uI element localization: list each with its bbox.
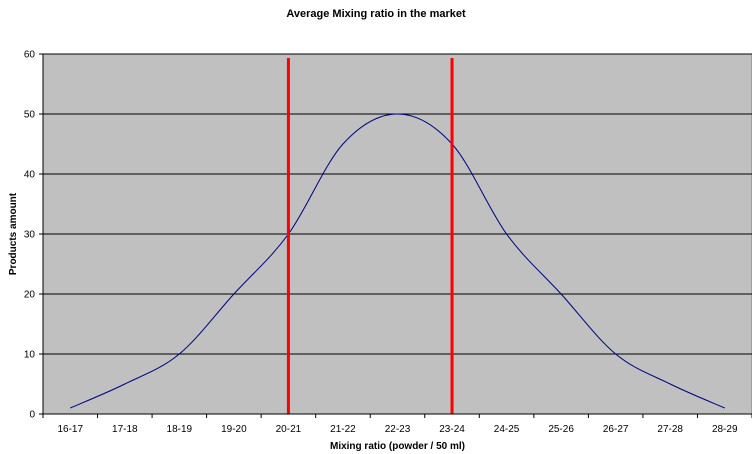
x-axis-title: Mixing ratio (powder / 50 ml)	[330, 441, 465, 452]
series-line	[70, 113, 725, 409]
x-axis-ticks: 16-17 17-18 18-19 19-20 20-21 21-22 22-23 23-24…	[42, 414, 752, 435]
x-tick-label: 26-27	[603, 424, 629, 435]
x-tick-label: 21-22	[330, 424, 356, 435]
x-tick-label: 27-28	[657, 424, 683, 435]
chart-title: Average Mixing ratio in the market	[286, 8, 466, 20]
x-tick-label: 24-25	[494, 424, 520, 435]
y-tick-label: 40	[24, 170, 36, 181]
x-tick-label: 20-21	[276, 424, 302, 435]
x-tick-label: 16-17	[57, 424, 83, 435]
y-tick-label: 30	[24, 230, 36, 241]
x-tick-label: 23-24	[439, 424, 465, 435]
x-tick-label: 22-23	[385, 424, 411, 435]
y-tick-label: 10	[24, 350, 36, 361]
y-tick-label: 60	[24, 50, 36, 61]
vertical-markers	[286, 58, 454, 414]
x-tick-label: 28-29	[712, 424, 738, 435]
y-tick-label: 50	[24, 110, 36, 121]
x-tick-label: 19-20	[221, 424, 247, 435]
y-tick-label: 0	[29, 410, 35, 421]
x-tick-label: 18-19	[167, 424, 193, 435]
y-axis-title: Products amount	[8, 192, 19, 275]
y-tick-label: 20	[24, 290, 36, 301]
x-tick-label: 25-26	[548, 424, 574, 435]
x-tick-label: 17-18	[112, 424, 138, 435]
y-axis-ticks: 0 10 20 30 40 50 60	[24, 50, 43, 421]
